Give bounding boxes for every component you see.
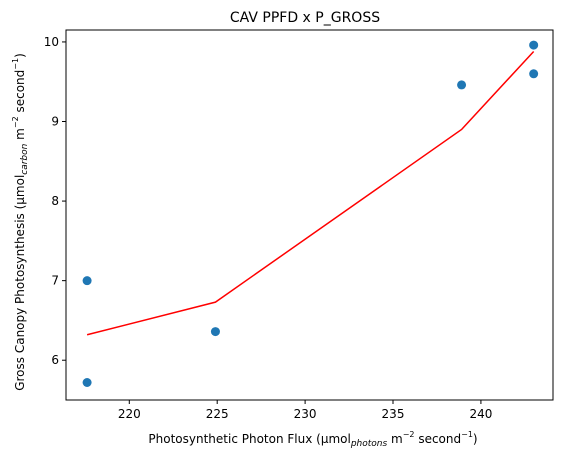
y-tick-label: 8	[51, 194, 59, 208]
x-tick-label: 225	[206, 407, 229, 421]
fit-line	[86, 50, 535, 336]
chart-title: CAV PPFD x P_GROSS	[230, 10, 380, 26]
plot-area	[82, 40, 539, 387]
axis-ticks: 220 225 230 235 240 6 7 8 9 10	[44, 35, 493, 421]
x-axis-label: Photosynthetic Photon Flux (μmolphotons …	[148, 430, 477, 449]
x-tick-label: 240	[469, 407, 492, 421]
y-tick-label: 6	[51, 353, 59, 367]
y-axis-label: Gross Canopy Photosynthesis (μmolcarbon …	[11, 53, 30, 391]
data-point	[529, 40, 539, 50]
data-point	[529, 69, 539, 79]
plot-frame	[65, 29, 554, 401]
x-tick-label: 220	[118, 407, 141, 421]
x-tick-label: 230	[294, 407, 317, 421]
y-tick-label: 7	[51, 274, 59, 288]
y-tick-label: 10	[44, 35, 59, 49]
data-point	[457, 80, 467, 90]
x-tick-label: 235	[382, 407, 405, 421]
data-point	[82, 377, 92, 387]
data-point	[82, 276, 92, 286]
data-point	[210, 327, 220, 337]
y-tick-label: 9	[51, 115, 59, 129]
